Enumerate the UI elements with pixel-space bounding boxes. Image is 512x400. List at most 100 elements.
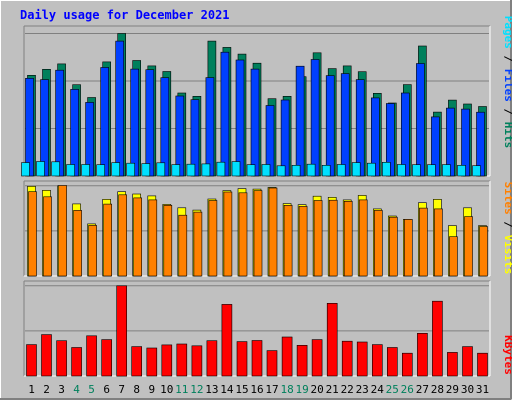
sites-bar-day-11 <box>178 214 188 277</box>
files-bar-day-21 <box>325 75 335 177</box>
kbytes-bar-day-3 <box>56 340 67 377</box>
sites-bar-day-8 <box>133 197 142 277</box>
day-label-25: 25 <box>386 383 399 396</box>
pages-bar-day-3 <box>51 161 60 177</box>
pages-bar-day-12 <box>186 163 196 177</box>
series-kbytes <box>26 285 488 377</box>
sites-bar-day-15 <box>238 192 248 277</box>
pages-bar-day-23 <box>351 162 361 177</box>
sites-bar-day-27 <box>419 207 428 277</box>
sites-bar-day-29 <box>449 236 458 277</box>
sites-bar-day-9 <box>148 199 158 277</box>
series-sites <box>28 185 488 277</box>
kbytes-bar-day-24 <box>371 344 383 377</box>
kbytes-bar-day-12 <box>191 345 203 377</box>
day-label-1: 1 <box>28 383 35 396</box>
pages-bar-day-7 <box>111 162 120 177</box>
sites-bar-day-30 <box>464 216 473 277</box>
day-label-5: 5 <box>88 383 95 396</box>
series-pages <box>21 161 481 177</box>
kbytes-bar-day-8 <box>131 346 142 377</box>
pages-bar-day-2 <box>36 161 45 177</box>
day-label-23: 23 <box>356 383 369 396</box>
pages-bar-day-4 <box>66 164 75 177</box>
kbytes-bar-day-16 <box>251 340 263 377</box>
day-label-17: 17 <box>265 383 278 396</box>
day-label-11: 11 <box>175 383 188 396</box>
pages-bar-day-21 <box>321 165 331 177</box>
kbytes-bar-day-23 <box>356 341 368 377</box>
kbytes-bar-day-11 <box>176 343 188 377</box>
files-bar-day-16 <box>250 68 260 177</box>
sites-bar-day-14 <box>223 191 233 277</box>
top-side-label: Pages / Files / Hits <box>502 16 512 149</box>
pages-bar-day-25 <box>381 162 391 177</box>
kbytes-bar-day-15 <box>236 341 248 377</box>
day-label-2: 2 <box>43 383 50 396</box>
day-labels: 1 2 3 4 5 6 7 8 9 10 11 12 13 14 15 16 17 18 19 20 21 22 23 24 2… <box>28 383 489 396</box>
sites-bar-day-24 <box>373 210 383 277</box>
files-bar-day-1 <box>25 78 34 177</box>
day-label-16: 16 <box>250 383 263 396</box>
sites-bar-day-21 <box>328 199 338 277</box>
day-label-18: 18 <box>280 383 293 396</box>
kbytes-bar-day-30 <box>462 346 473 377</box>
side-label-hits: Hits <box>502 122 512 149</box>
side-label-pages: Pages <box>502 16 512 49</box>
kbytes-bar-day-7 <box>116 285 127 377</box>
files-bar-day-3 <box>55 69 64 177</box>
files-bar-day-20 <box>310 59 320 177</box>
sites-bar-day-7 <box>118 194 127 277</box>
day-label-30: 30 <box>461 383 474 396</box>
day-label-29: 29 <box>446 383 459 396</box>
day-label-7: 7 <box>118 383 125 396</box>
day-label-13: 13 <box>205 383 218 396</box>
sites-bar-day-16 <box>253 190 263 277</box>
pages-bar-day-13 <box>201 163 211 177</box>
sites-bar-day-13 <box>208 200 218 277</box>
pages-bar-day-31 <box>472 165 481 177</box>
files-bar-day-7 <box>115 40 124 177</box>
kbytes-bar-day-22 <box>341 340 353 377</box>
sites-bar-day-4 <box>73 210 82 277</box>
pages-bar-day-6 <box>96 164 105 177</box>
middle-side-label: Sites / Visits <box>502 182 512 275</box>
sites-bar-day-5 <box>88 225 97 277</box>
sites-bar-day-10 <box>163 205 173 277</box>
pages-bar-day-18 <box>276 165 286 177</box>
sites-bar-day-1 <box>28 191 37 277</box>
files-bar-day-8 <box>130 68 139 177</box>
kbytes-bar-day-27 <box>417 332 428 377</box>
pages-bar-day-8 <box>126 162 135 177</box>
files-bar-day-4 <box>70 89 79 177</box>
panel-3 <box>23 280 491 377</box>
pages-bar-day-10 <box>156 162 166 177</box>
pages-bar-day-5 <box>81 164 90 177</box>
bottom-side-label: KBytes <box>502 335 512 375</box>
day-label-26: 26 <box>401 383 414 396</box>
panel-2 <box>23 180 491 277</box>
pages-bar-day-22 <box>336 164 346 177</box>
pages-bar-day-9 <box>141 163 151 177</box>
sites-bar-day-20 <box>313 200 323 277</box>
chart-title: Daily usage for December 2021 <box>20 8 230 22</box>
pages-bar-day-20 <box>306 163 316 177</box>
side-label-files: Files <box>502 69 512 102</box>
files-bar-day-9 <box>145 69 155 177</box>
panel-1 <box>21 25 491 177</box>
day-label-3: 3 <box>58 383 65 396</box>
sites-bar-day-2 <box>43 196 52 277</box>
pages-bar-day-26 <box>396 164 406 177</box>
day-label-12: 12 <box>190 383 203 396</box>
sites-bar-day-17 <box>268 187 278 277</box>
day-label-15: 15 <box>235 383 248 396</box>
day-label-20: 20 <box>310 383 323 396</box>
day-label-24: 24 <box>371 383 385 396</box>
kbytes-bar-day-25 <box>386 347 398 377</box>
pages-bar-day-17 <box>261 164 271 177</box>
pages-bar-day-16 <box>246 164 256 177</box>
sites-bar-day-28 <box>434 208 443 277</box>
sites-bar-day-18 <box>283 205 293 277</box>
day-label-27: 27 <box>416 383 429 396</box>
